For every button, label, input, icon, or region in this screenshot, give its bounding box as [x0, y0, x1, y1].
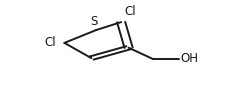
- Text: Cl: Cl: [125, 5, 137, 18]
- Text: OH: OH: [181, 52, 199, 65]
- Text: S: S: [90, 15, 98, 28]
- Text: Cl: Cl: [44, 36, 56, 49]
